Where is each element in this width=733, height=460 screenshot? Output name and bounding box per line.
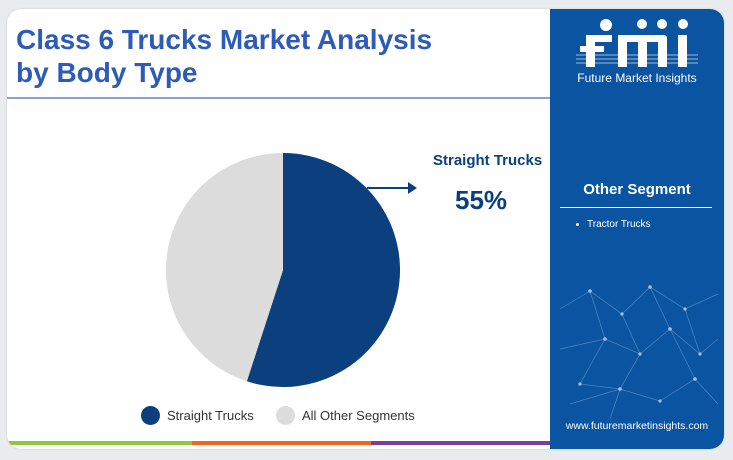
sidebar-divider — [560, 207, 712, 208]
other-segment-heading: Other Segment — [583, 181, 691, 198]
accent-orange — [191, 441, 371, 445]
title-divider — [7, 97, 550, 99]
accent-purple — [370, 441, 550, 445]
legend-swatch — [276, 406, 295, 425]
title-line-2: by Body Type — [16, 57, 198, 88]
fmi-logo-icon — [576, 19, 698, 67]
other-segment-list: Tractor Trucks — [576, 219, 651, 230]
callout-arrow — [367, 182, 417, 194]
legend-label: All Other Segments — [302, 408, 415, 423]
legend-swatch — [141, 406, 160, 425]
logo-wordmark: Future Market Insights — [577, 71, 697, 85]
sidebar-panel: Future Market Insights Other Segment Tra… — [550, 9, 724, 449]
pie-slice-straight-trucks — [246, 153, 400, 388]
title-line-1: Class 6 Trucks Market Analysis — [16, 24, 433, 55]
page-title: Class 6 Trucks Market Analysis by Body T… — [16, 23, 432, 89]
list-item-label: Tractor Trucks — [587, 219, 651, 230]
legend-label: Straight Trucks — [167, 408, 254, 423]
pie-chart — [165, 153, 417, 388]
fmi-logo: Future Market Insights — [572, 15, 702, 95]
accent-green — [7, 441, 192, 445]
list-item: Tractor Trucks — [576, 219, 651, 230]
callout-label: Straight Trucks — [433, 152, 543, 169]
website-link[interactable]: www.futuremarketinsights.com — [565, 420, 709, 432]
pie-slice-all-other-segments — [165, 153, 283, 382]
bullet-icon — [576, 222, 579, 226]
pie-slices — [165, 153, 400, 388]
callout-value: 55% — [455, 185, 508, 215]
network-pattern — [559, 285, 719, 420]
accent-bar — [7, 441, 550, 445]
infographic-card: Class 6 Trucks Market Analysis by Body T… — [7, 9, 724, 449]
